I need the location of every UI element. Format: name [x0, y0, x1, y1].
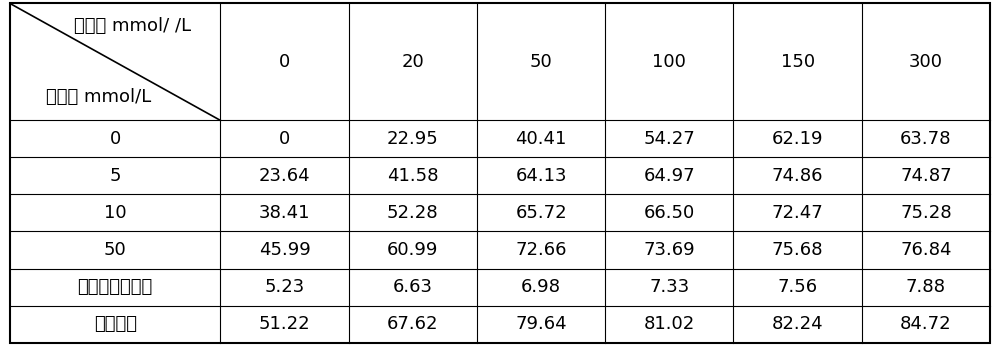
Text: 7.56: 7.56	[778, 278, 818, 296]
Text: 67.62: 67.62	[387, 315, 439, 333]
Text: 10: 10	[104, 204, 127, 222]
Text: 75.68: 75.68	[772, 241, 823, 259]
Text: 40.41: 40.41	[515, 130, 567, 148]
Text: 7.33: 7.33	[649, 278, 689, 296]
Text: 84.72: 84.72	[900, 315, 952, 333]
Text: 63.78: 63.78	[900, 130, 952, 148]
Text: 72.47: 72.47	[772, 204, 823, 222]
Text: 300: 300	[909, 53, 943, 71]
Text: 6.98: 6.98	[521, 278, 561, 296]
Text: 22.95: 22.95	[387, 130, 439, 148]
Text: 100: 100	[652, 53, 686, 71]
Text: 0: 0	[110, 130, 121, 148]
Text: 51.22: 51.22	[259, 315, 310, 333]
Text: 64.97: 64.97	[644, 167, 695, 185]
Text: 54.27: 54.27	[643, 130, 695, 148]
Text: 50: 50	[530, 53, 552, 71]
Text: 66.50: 66.50	[644, 204, 695, 222]
Text: 总去除率: 总去除率	[94, 315, 137, 333]
Text: 45.99: 45.99	[259, 241, 310, 259]
Text: 20: 20	[401, 53, 424, 71]
Text: 5: 5	[109, 167, 121, 185]
Text: 7.88: 7.88	[906, 278, 946, 296]
Text: 76.84: 76.84	[900, 241, 952, 259]
Text: 79.64: 79.64	[515, 315, 567, 333]
Text: 6.63: 6.63	[393, 278, 433, 296]
Text: 52.28: 52.28	[387, 204, 439, 222]
Text: 38.41: 38.41	[259, 204, 310, 222]
Text: 60.99: 60.99	[387, 241, 439, 259]
Text: 蒸馏水淋洗三次: 蒸馏水淋洗三次	[78, 278, 153, 296]
Text: 0: 0	[279, 53, 290, 71]
Text: 150: 150	[781, 53, 815, 71]
Text: 65.72: 65.72	[515, 204, 567, 222]
Text: 23.64: 23.64	[259, 167, 310, 185]
Text: 74.87: 74.87	[900, 167, 952, 185]
Text: 50: 50	[104, 241, 127, 259]
Text: 82.24: 82.24	[772, 315, 823, 333]
Text: 氯化鐵 mmol/L: 氯化鐵 mmol/L	[46, 89, 151, 107]
Text: 62.19: 62.19	[772, 130, 823, 148]
Text: 74.86: 74.86	[772, 167, 823, 185]
Text: 73.69: 73.69	[644, 241, 695, 259]
Text: 72.66: 72.66	[515, 241, 567, 259]
Text: 41.58: 41.58	[387, 167, 439, 185]
Text: 64.13: 64.13	[515, 167, 567, 185]
Text: 酒石酸 mmol/ /L: 酒石酸 mmol/ /L	[74, 18, 191, 36]
Text: 75.28: 75.28	[900, 204, 952, 222]
Text: 0: 0	[279, 130, 290, 148]
Text: 81.02: 81.02	[644, 315, 695, 333]
Text: 5.23: 5.23	[264, 278, 305, 296]
